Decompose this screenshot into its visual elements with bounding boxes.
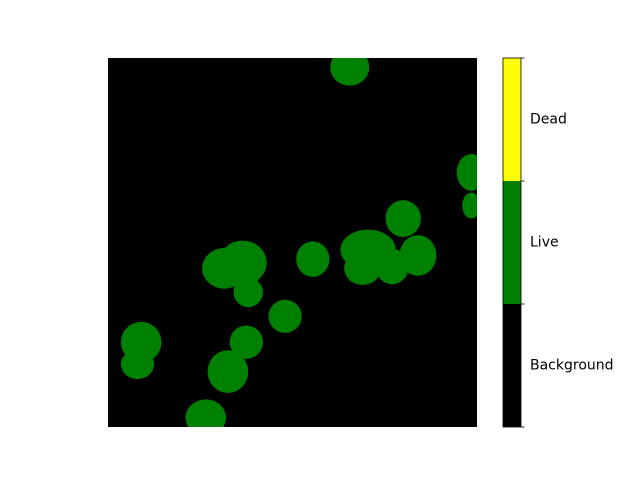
cell-blob-4 bbox=[385, 200, 421, 237]
cell-blob-1 bbox=[330, 58, 370, 86]
cell-blob-9 bbox=[268, 299, 302, 333]
image-panel bbox=[108, 58, 477, 427]
cell-blobs bbox=[120, 58, 477, 427]
cell-blob-7 bbox=[202, 248, 247, 289]
cell-blob-14 bbox=[399, 235, 437, 276]
colorbar: Background Live Dead bbox=[502, 57, 614, 428]
cell-blob-16 bbox=[120, 349, 155, 380]
colorbar-label-background: Background bbox=[530, 358, 614, 374]
colorbar-label-live: Live bbox=[530, 235, 559, 251]
colorbar-segment-live bbox=[503, 181, 521, 304]
cell-blob-17 bbox=[207, 350, 249, 394]
colorbar-label-dead: Dead bbox=[530, 112, 567, 128]
colorbar-outline bbox=[502, 57, 522, 428]
cell-blob-2 bbox=[456, 153, 477, 191]
cell-blob-8 bbox=[229, 325, 263, 359]
cell-blob-18 bbox=[185, 399, 227, 427]
cell-blob-10 bbox=[296, 241, 330, 277]
colorbar-segment-dead bbox=[503, 58, 521, 181]
cell-blob-6 bbox=[233, 277, 263, 308]
colorbar-segment-background bbox=[503, 304, 521, 427]
cell-blob-12 bbox=[344, 251, 382, 285]
cell-blob-3 bbox=[462, 192, 477, 219]
